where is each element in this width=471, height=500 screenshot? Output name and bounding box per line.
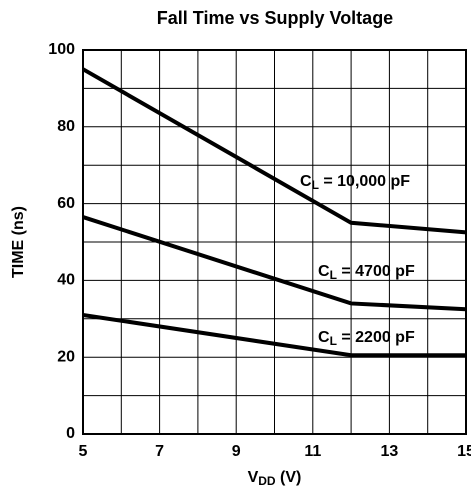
series-line bbox=[82, 67, 467, 235]
series-label: CL = 10,000 pF bbox=[300, 173, 410, 192]
plot-frame bbox=[82, 49, 467, 435]
x-tick-label: 15 bbox=[457, 443, 471, 460]
x-axis-label: VDD (V) bbox=[248, 469, 302, 488]
x-tick-label: 7 bbox=[155, 443, 164, 460]
x-tick-label: 11 bbox=[304, 443, 321, 460]
series-line bbox=[82, 312, 466, 358]
chart-title: Fall Time vs Supply Voltage bbox=[157, 8, 393, 28]
series-label: CL = 4700 pF bbox=[318, 263, 415, 282]
y-tick-label: 0 bbox=[66, 425, 75, 442]
y-tick-label: 20 bbox=[57, 348, 75, 365]
y-axis-label: TIME (ns) bbox=[10, 206, 27, 278]
y-tick-label: 40 bbox=[57, 272, 75, 289]
x-tick-label: 13 bbox=[381, 443, 399, 460]
x-tick-label: 9 bbox=[232, 443, 241, 460]
series-label: CL = 2200 pF bbox=[318, 329, 415, 348]
y-tick-label: 80 bbox=[57, 118, 75, 135]
x-tick-label: 5 bbox=[79, 443, 88, 460]
y-tick-label: 100 bbox=[48, 41, 75, 58]
y-tick-label: 60 bbox=[57, 195, 75, 212]
series-line bbox=[82, 215, 467, 312]
